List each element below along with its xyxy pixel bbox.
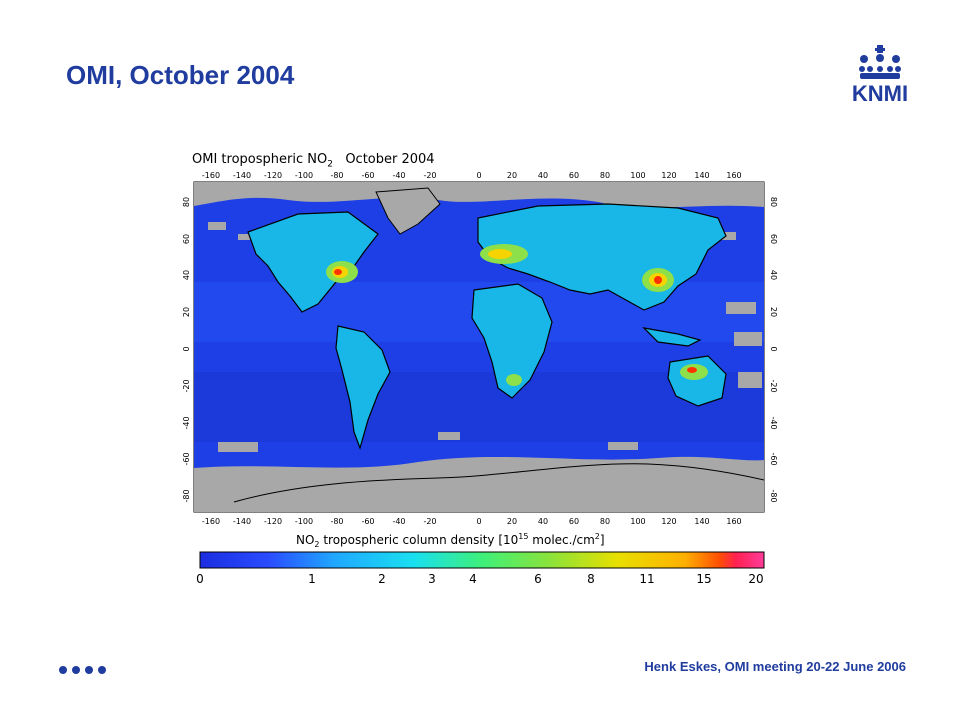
- lon-tick-bottom: -20: [423, 517, 436, 526]
- lon-tick-top: -80: [330, 171, 343, 180]
- colorbar-label: NO2 tropospheric column density [1015 mo…: [296, 532, 605, 549]
- lon-tick-bottom: -100: [295, 517, 313, 526]
- lon-tick-top: -160: [202, 171, 220, 180]
- lon-ticks-top: -160 -140 -120 -100 -80 -60 -40 -20 0 20…: [202, 171, 742, 180]
- lon-tick-bottom: -40: [392, 517, 405, 526]
- lat-tick-right: -20: [769, 379, 778, 392]
- lon-tick-top: 100: [630, 171, 645, 180]
- lat-tick-left: -20: [182, 379, 191, 392]
- lat-tick-right: 40: [769, 270, 778, 280]
- lat-tick-right: -80: [769, 489, 778, 502]
- lat-tick-left: 80: [182, 197, 191, 207]
- lon-tick-bottom: 160: [726, 517, 741, 526]
- lat-tick-left: -40: [182, 416, 191, 429]
- colorbar-tick: 1: [308, 572, 316, 586]
- lat-tick-left: 60: [182, 234, 191, 244]
- lon-tick-bottom: 140: [694, 517, 709, 526]
- colorbar-tick: 20: [748, 572, 763, 586]
- lat-tick-right: -40: [769, 416, 778, 429]
- lon-tick-top: 140: [694, 171, 709, 180]
- hotspot-south-africa: [506, 374, 522, 386]
- lon-tick-bottom: 40: [538, 517, 548, 526]
- lon-tick-top: -60: [361, 171, 374, 180]
- lat-tick-left: 20: [182, 307, 191, 317]
- colorbar-tick: 6: [534, 572, 542, 586]
- lon-tick-top: 40: [538, 171, 548, 180]
- lon-tick-bottom: -80: [330, 517, 343, 526]
- colorbar-tick: 11: [639, 572, 654, 586]
- lon-tick-bottom: 60: [569, 517, 579, 526]
- lon-tick-top: -140: [233, 171, 251, 180]
- map-title-prefix: OMI tropospheric NO: [192, 152, 328, 167]
- lon-tick-top: 20: [507, 171, 517, 180]
- lon-tick-top: 60: [569, 171, 579, 180]
- map-title-sub: 2: [327, 159, 333, 170]
- greenland: [375, 187, 441, 235]
- lat-ticks-left: 80 60 40 20 0 -20 -40 -60 -80: [182, 197, 191, 503]
- indonesia: [642, 327, 702, 347]
- lon-tick-top: 0: [476, 171, 481, 180]
- lat-tick-left: -60: [182, 452, 191, 465]
- lat-tick-right: 80: [769, 197, 778, 207]
- arctic-no-data: [194, 182, 764, 208]
- lat-tick-right: -60: [769, 452, 778, 465]
- lon-tick-bottom: -120: [264, 517, 282, 526]
- lon-tick-bottom: -140: [233, 517, 251, 526]
- map-title-suffix: October 2004: [332, 152, 435, 167]
- knmi-logo: KNMI: [840, 45, 920, 107]
- lon-tick-top: -100: [295, 171, 313, 180]
- lon-ticks-bottom: -160 -140 -120 -100 -80 -60 -40 -20 0 20…: [202, 517, 742, 526]
- lat-tick-right: 0: [769, 346, 778, 351]
- lon-tick-bottom: 20: [507, 517, 517, 526]
- lon-tick-bottom: 0: [476, 517, 481, 526]
- antarctica-no-data: [194, 456, 764, 512]
- africa: [471, 283, 553, 399]
- continents: [247, 203, 727, 450]
- lat-tick-right: 60: [769, 234, 778, 244]
- lon-tick-top: -120: [264, 171, 282, 180]
- lat-tick-left: -80: [182, 489, 191, 502]
- lon-tick-bottom: -160: [202, 517, 220, 526]
- colorbar-tick: 2: [378, 572, 386, 586]
- map-title: OMI tropospheric NO2 October 2004: [192, 152, 435, 170]
- colorbar-tick: 4: [469, 572, 477, 586]
- lon-tick-top: -20: [423, 171, 436, 180]
- lat-tick-left: 40: [182, 270, 191, 280]
- colorbar-tick: 8: [587, 572, 595, 586]
- lon-tick-top: 120: [661, 171, 676, 180]
- antarctica-outline: [233, 463, 765, 503]
- decorative-dots: [59, 666, 106, 674]
- slide-title: OMI, October 2004: [66, 60, 295, 90]
- lon-tick-bottom: 100: [630, 517, 645, 526]
- colorbar-tick: 0: [196, 572, 204, 586]
- logo-text: KNMI: [851, 81, 909, 106]
- lon-tick-top: -40: [392, 171, 405, 180]
- crown-icon: [859, 45, 901, 79]
- lon-tick-top: 160: [726, 171, 741, 180]
- lat-tick-left: 0: [182, 346, 191, 351]
- south-america: [335, 325, 391, 450]
- colorbar-tick: 3: [428, 572, 436, 586]
- colorbar: [199, 551, 765, 569]
- lon-tick-bottom: 120: [661, 517, 676, 526]
- colorbar-ticks: 0 1 2 3 4 6 8 11 15 20: [196, 572, 763, 586]
- no2-hotspots: [326, 244, 708, 386]
- colorbar-tick: 15: [696, 572, 711, 586]
- no2-map-figure: -160 -140 -120 -100 -80 -60 -40 -20 0 20…: [182, 171, 778, 586]
- lon-tick-bottom: 80: [600, 517, 610, 526]
- north-america: [247, 211, 379, 313]
- lon-tick-top: 80: [600, 171, 610, 180]
- lat-ticks-right: 80 60 40 20 0 -20 -40 -60 -80: [769, 197, 778, 503]
- lon-tick-bottom: -60: [361, 517, 374, 526]
- footer-text: Henk Eskes, OMI meeting 20-22 June 2006: [644, 659, 906, 674]
- lat-tick-right: 20: [769, 307, 778, 317]
